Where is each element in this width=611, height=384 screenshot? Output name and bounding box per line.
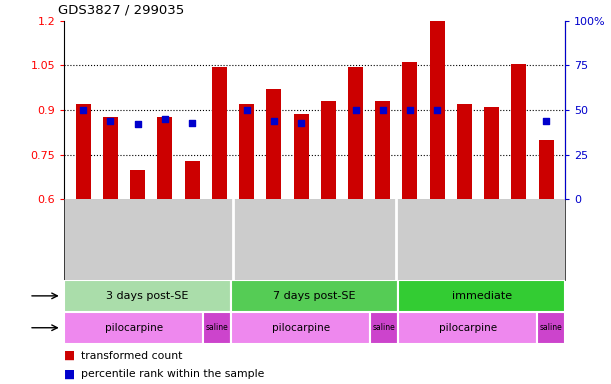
Bar xyxy=(212,67,227,199)
Bar xyxy=(203,312,231,344)
Bar xyxy=(293,114,309,199)
Bar xyxy=(348,67,363,199)
Point xyxy=(242,107,252,113)
Bar xyxy=(158,118,172,199)
Point xyxy=(541,118,551,124)
Text: saline: saline xyxy=(206,323,229,332)
Text: immediate: immediate xyxy=(452,291,512,301)
Bar xyxy=(539,140,554,199)
Bar xyxy=(266,89,281,199)
Text: saline: saline xyxy=(540,323,563,332)
Text: GDS3827 / 299035: GDS3827 / 299035 xyxy=(58,4,185,17)
Bar xyxy=(430,21,445,199)
Text: pilocarpine: pilocarpine xyxy=(104,323,163,333)
Text: 3 days post-SE: 3 days post-SE xyxy=(106,291,189,301)
Bar xyxy=(231,280,398,312)
Bar xyxy=(130,170,145,199)
Text: saline: saline xyxy=(373,323,396,332)
Bar xyxy=(511,64,526,199)
Bar xyxy=(185,161,200,199)
Point xyxy=(160,116,170,122)
Point xyxy=(106,118,115,124)
Text: transformed count: transformed count xyxy=(81,351,183,361)
Bar xyxy=(321,101,336,199)
Point xyxy=(133,121,142,127)
Text: percentile rank within the sample: percentile rank within the sample xyxy=(81,369,265,379)
Point xyxy=(405,107,415,113)
Point xyxy=(433,107,442,113)
Point xyxy=(78,107,88,113)
Point xyxy=(296,119,306,126)
Bar xyxy=(403,62,417,199)
Bar xyxy=(64,312,203,344)
Bar xyxy=(537,312,565,344)
Bar xyxy=(398,312,537,344)
Point xyxy=(378,107,387,113)
Bar xyxy=(231,312,370,344)
Point xyxy=(269,118,279,124)
Text: ■: ■ xyxy=(64,349,75,362)
Text: ■: ■ xyxy=(64,367,75,381)
Bar xyxy=(375,101,390,199)
Bar xyxy=(64,280,231,312)
Bar xyxy=(103,118,118,199)
Bar xyxy=(239,104,254,199)
Text: 7 days post-SE: 7 days post-SE xyxy=(273,291,356,301)
Text: pilocarpine: pilocarpine xyxy=(439,323,497,333)
Bar xyxy=(484,107,499,199)
Point xyxy=(187,119,197,126)
Bar xyxy=(398,280,565,312)
Text: pilocarpine: pilocarpine xyxy=(272,323,330,333)
Bar xyxy=(76,104,90,199)
Point xyxy=(351,107,360,113)
Bar xyxy=(457,104,472,199)
Bar xyxy=(370,312,398,344)
